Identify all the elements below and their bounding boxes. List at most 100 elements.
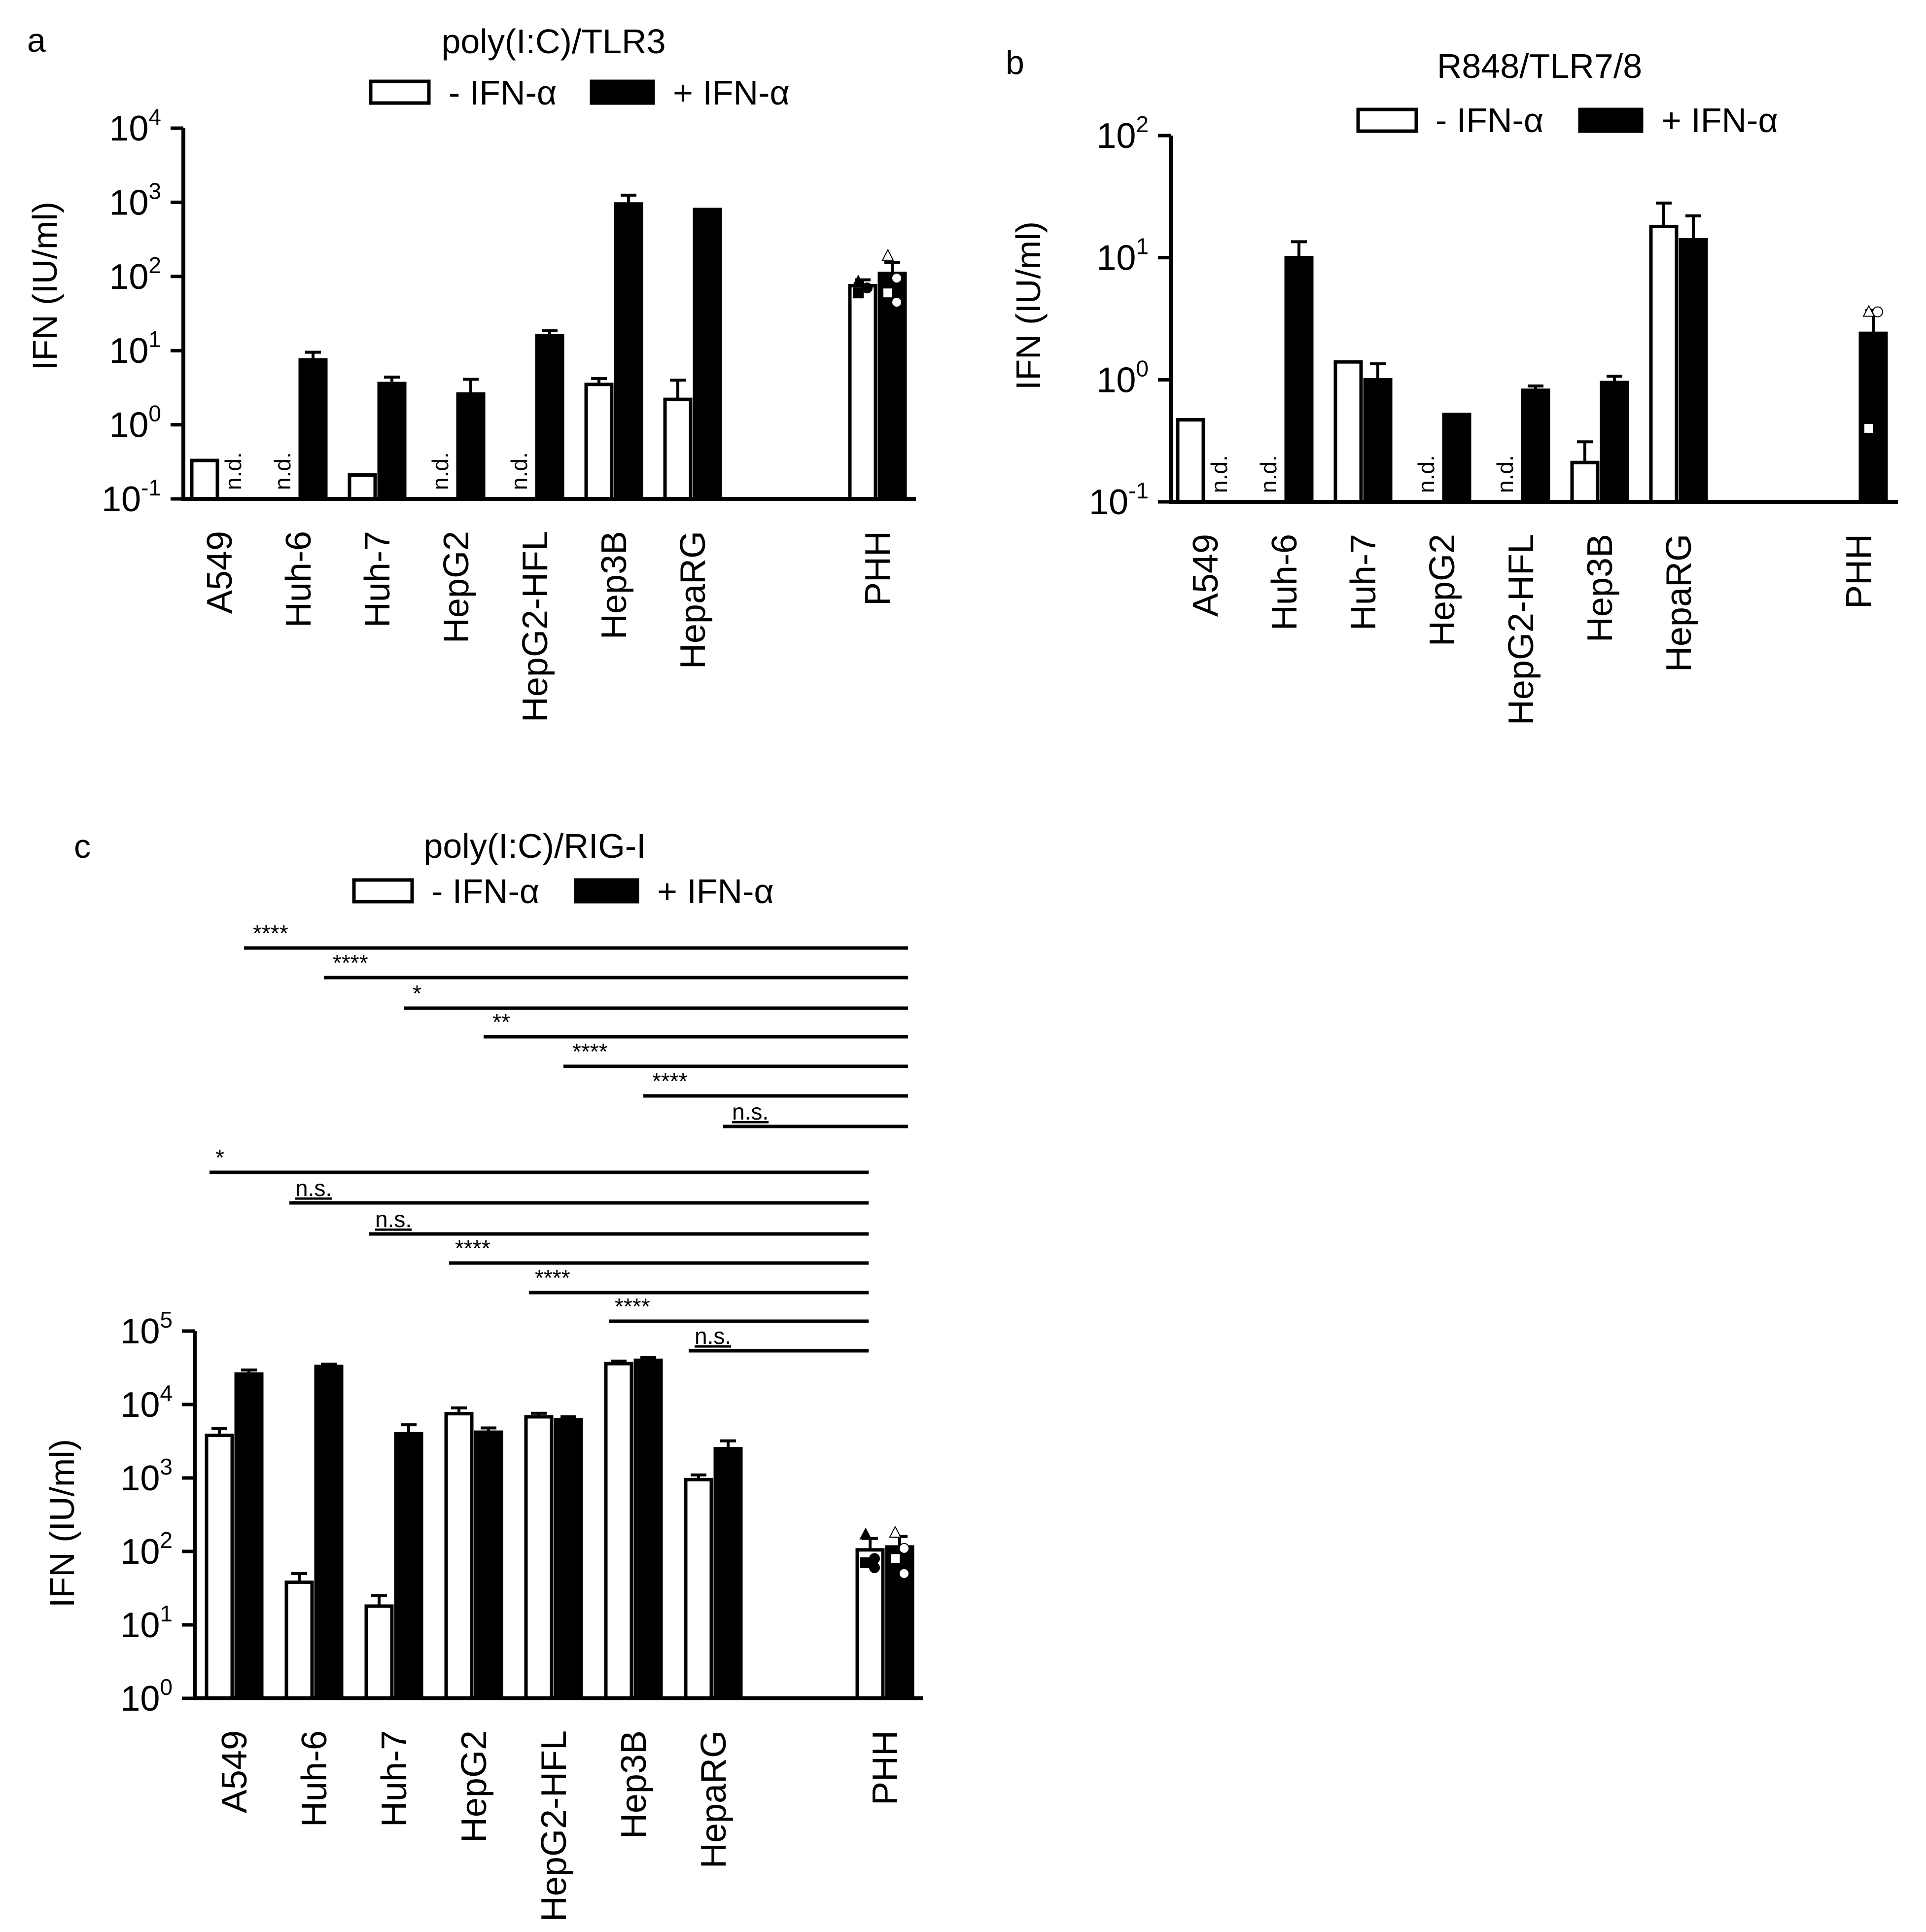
bracket-label-plus-hepg2: **: [492, 1009, 510, 1035]
nd-label-b-hepg2-s0: n.d.: [1413, 455, 1439, 493]
data-point-c-s0-0: [859, 1527, 872, 1540]
panel-a: a poly(I:C)/TLR3 - IFN-α + IFN-α IFN (IU…: [26, 22, 916, 722]
legend-swatch-minus-b: [1356, 107, 1418, 133]
y-tick-label-c-1: 101: [120, 1601, 173, 1645]
panel-b: b R848/TLR7/8 - IFN-α + IFN-α IFN (IU/ml…: [1006, 44, 1898, 725]
nd-label-b-a549-s1: n.d.: [1206, 455, 1232, 493]
bar-a-huh-6-plus: [298, 358, 328, 501]
bar-c-hepg2-hfl-plus: [554, 1418, 583, 1700]
bar-a-hepg2-plus: [456, 392, 486, 501]
bar-b-heparg-plus: [1679, 238, 1708, 504]
data-point-a-s1-1: [891, 273, 902, 284]
bracket-label-plus-hep3b: ****: [652, 1068, 688, 1094]
bar-a-huh-7-plus: [377, 382, 407, 501]
y-tick-label-c-2: 102: [120, 1527, 173, 1572]
y-tick-label-c-3: 103: [120, 1454, 173, 1498]
category-label-a-hepg2-hfl: HepG2-HFL: [516, 531, 555, 722]
legend-label-minus-b: - IFN-α: [1436, 101, 1543, 140]
bracket-label-plus-huh-7: *: [413, 981, 421, 1006]
category-label-c-hep3b: Hep3B: [614, 1730, 654, 1839]
category-label-b-a549: A549: [1186, 534, 1226, 617]
category-label-c-huh-7: Huh-7: [375, 1730, 414, 1827]
bar-a-a549-minus: [190, 458, 219, 501]
bars-b: n.d. n.d. n.d. n.d.: [1176, 201, 1888, 504]
data-point-c-s1-2: [890, 1553, 901, 1564]
bars-a: n.d. n.d. n.d. n.d.: [190, 193, 907, 501]
bar-b-heparg-minus: [1649, 224, 1679, 504]
chart-title-c: poly(I:C)/RIG-I: [423, 827, 646, 865]
nd-label-a-hepg2-s0: n.d.: [427, 452, 453, 490]
y-tick-label-c-5: 105: [120, 1307, 173, 1351]
bracket-label-plus-heparg: n.s.: [732, 1099, 769, 1124]
bar-a-phh-minus: [848, 284, 877, 501]
legend-label-minus-a: - IFN-α: [449, 73, 557, 112]
category-label-a-heparg: HepaRG: [673, 531, 713, 669]
y-tick-label-b-3: 102: [1096, 111, 1149, 156]
bar-a-hepg2-hfl-plus: [535, 334, 564, 501]
legend-swatch-minus-c: [352, 878, 414, 904]
significance-brackets-c: *******************n.s.*n.s.n.s.********…: [210, 920, 908, 1353]
bars-c: [205, 1356, 914, 1700]
category-label-c-heparg: HepaRG: [694, 1730, 734, 1868]
y-ticks-b: 10-1 100 101 102: [1089, 111, 1171, 522]
bar-b-hepg2-hfl-plus: [1521, 388, 1550, 504]
category-label-b-heparg: HepaRG: [1659, 534, 1699, 672]
bar-c-a549-plus: [234, 1372, 264, 1700]
y-tick-label-a-2: 101: [109, 326, 161, 371]
category-label-b-huh-6: Huh-6: [1265, 534, 1304, 631]
bracket-label-minus-huh-6: n.s.: [295, 1175, 332, 1201]
legend-swatch-minus-a: [369, 79, 431, 105]
legend-label-plus-a: + IFN-α: [673, 73, 790, 112]
y-axis-title-c: IFN (IU/ml): [43, 1439, 81, 1608]
category-label-c-phh: PHH: [866, 1730, 905, 1805]
bracket-label-plus-hepg2-hfl: ****: [572, 1039, 608, 1064]
data-point-c-s1-1: [899, 1543, 910, 1554]
bar-c-hepg2-hfl-minus: [524, 1415, 554, 1700]
nd-label-b-hepg2-hfl-s0: n.d.: [1492, 455, 1518, 493]
legend-swatch-plus-b: [1578, 107, 1644, 133]
category-label-a-phh: PHH: [858, 531, 898, 606]
bar-b-a549-minus: [1176, 418, 1205, 504]
bracket-label-minus-heparg: n.s.: [695, 1323, 731, 1349]
bar-b-huh-7-plus: [1363, 378, 1393, 504]
data-point-a-s1-3: [891, 296, 902, 308]
data-point-a-s1-2: [882, 287, 893, 299]
legend-label-minus-c: - IFN-α: [431, 872, 539, 911]
legend-swatch-plus-c: [574, 878, 639, 904]
y-axis-title-b: IFN (IU/ml): [1009, 221, 1048, 390]
bracket-label-minus-a549: *: [215, 1145, 224, 1170]
bar-c-hep3b-plus: [633, 1358, 663, 1700]
panel-letter-c: c: [74, 828, 91, 865]
bar-c-hepg2-minus: [444, 1412, 474, 1700]
bar-a-phh-plus: [877, 272, 907, 501]
category-label-c-a549: A549: [215, 1730, 254, 1813]
y-tick-label-a-0: 10-1: [102, 475, 161, 519]
y-tick-label-b-2: 101: [1096, 234, 1149, 278]
bar-b-hep3b-plus: [1600, 381, 1629, 504]
data-point-c-s1-3: [899, 1568, 910, 1579]
chart-title-a: poly(I:C)/TLR3: [441, 22, 665, 61]
legend-label-plus-b: + IFN-α: [1661, 101, 1778, 140]
data-point-b-s1-0: [1862, 305, 1875, 317]
bracket-label-plus-a549: ****: [253, 920, 288, 946]
legend-swatch-plus-a: [590, 79, 655, 105]
bar-c-huh-7-minus: [364, 1604, 394, 1700]
category-label-b-huh-7: Huh-7: [1344, 534, 1383, 631]
legend-b: - IFN-α + IFN-α: [1356, 101, 1778, 140]
category-label-c-hepg2: HepG2: [455, 1730, 494, 1843]
data-point-c-s0-2: [860, 1557, 871, 1569]
data-point-a-s0-2: [853, 287, 864, 299]
y-tick-label-a-3: 102: [109, 252, 161, 297]
panel-letter-a: a: [27, 22, 46, 59]
y-ticks-a: 10-1 100 101 102 103 104: [102, 104, 183, 519]
category-labels-c: A549 Huh-6 Huh-7 HepG2 HepG2-HFL Hep3B HepaRG P…: [215, 1730, 905, 1922]
bracket-label-plus-huh-6: ****: [333, 950, 368, 976]
legend-a: - IFN-α + IFN-α: [369, 73, 790, 112]
y-tick-label-b-1: 100: [1096, 355, 1149, 400]
y-tick-label-a-4: 103: [109, 178, 161, 222]
bar-b-hep3b-minus: [1570, 460, 1600, 504]
bar-a-hep3b-minus: [584, 383, 614, 501]
y-ticks-c: 100 101 102 103 104 105: [120, 1307, 195, 1719]
data-point-b-s1-1: [1872, 306, 1883, 317]
